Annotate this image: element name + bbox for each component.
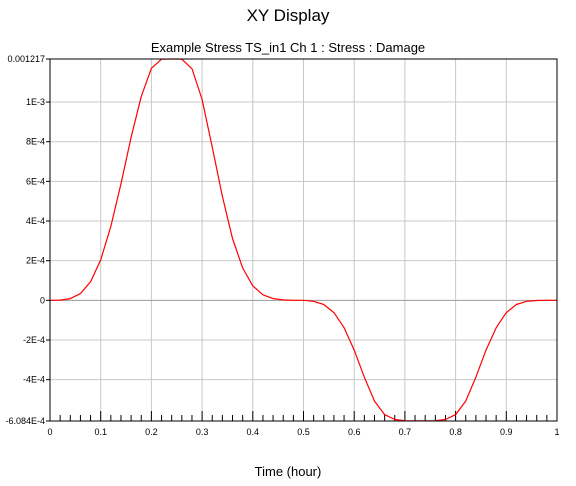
x-tick-label: 0.6 [348,427,361,437]
x-tick-labels: 0 0.1 0.2 0.3 0.4 0.5 0.6 0.7 0.8 0.9 1 [47,427,559,437]
x-tick-label: 0.9 [500,427,513,437]
series-line [49,58,557,422]
x-tick-label: 0 [47,427,52,437]
x-tick-label: 0.7 [399,427,412,437]
y-tick-label: 6E-4 [26,176,45,186]
y-tick-label: 0 [40,295,45,305]
y-tick-label: 8E-4 [26,137,45,147]
x-tick-label: 0.3 [196,427,209,437]
series-layer [49,58,557,422]
x-axis-label: Time (hour) [254,464,322,479]
x-tick-label: 0.5 [297,427,310,437]
y-tick-label: -2E-4 [23,335,45,345]
y-tick-label: -6.084E-4 [5,416,45,426]
y-tick-label: 4E-4 [26,216,45,226]
x-tick-label: 1 [554,427,559,437]
x-tick-label: 0.4 [247,427,260,437]
x-tick-label: 0.8 [449,427,462,437]
window-title: XY Display [246,6,330,25]
x-tick-label: 0.1 [94,427,107,437]
grid-lines [50,59,557,421]
y-tick-labels: -6.084E-4 -4E-4 -2E-4 0 2E-4 4E-4 6E-4 8E-4 1E-3… [5,54,45,426]
plot-frame [49,58,558,422]
y-tick-label: 1E-3 [26,97,45,107]
y-tick-label: -4E-4 [23,375,45,385]
y-tick-label: 0.001217 [7,54,45,64]
y-tick-label: 2E-4 [26,256,45,266]
x-tick-label: 0.2 [145,427,158,437]
chart-title: Example Stress TS_in1 Ch 1 : Stress : Da… [150,40,426,55]
